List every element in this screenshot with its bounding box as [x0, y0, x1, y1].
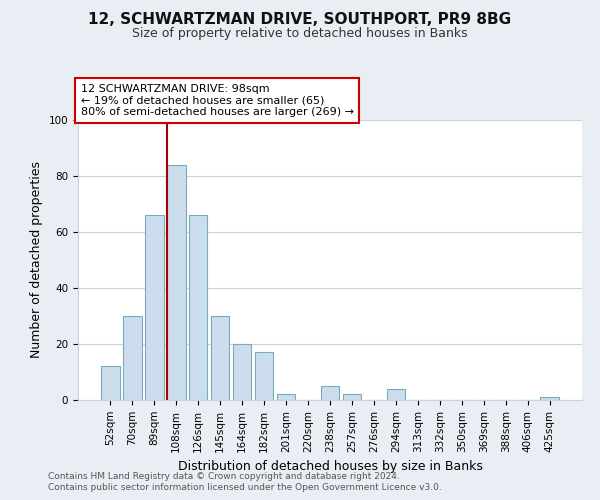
Bar [343, 394, 361, 400]
Bar [101, 366, 119, 400]
Text: 12, SCHWARTZMAN DRIVE, SOUTHPORT, PR9 8BG: 12, SCHWARTZMAN DRIVE, SOUTHPORT, PR9 8B… [88, 12, 512, 28]
Bar [211, 316, 229, 400]
Bar [277, 394, 295, 400]
Bar [541, 397, 559, 400]
Bar [255, 352, 274, 400]
Bar [145, 215, 164, 400]
Text: Size of property relative to detached houses in Banks: Size of property relative to detached ho… [132, 28, 468, 40]
Bar [386, 389, 405, 400]
Text: Contains HM Land Registry data © Crown copyright and database right 2024.: Contains HM Land Registry data © Crown c… [48, 472, 400, 481]
Y-axis label: Number of detached properties: Number of detached properties [30, 162, 43, 358]
Bar [189, 215, 208, 400]
Bar [123, 316, 142, 400]
X-axis label: Distribution of detached houses by size in Banks: Distribution of detached houses by size … [178, 460, 482, 473]
Bar [320, 386, 340, 400]
Text: Contains public sector information licensed under the Open Government Licence v3: Contains public sector information licen… [48, 484, 442, 492]
Bar [167, 165, 185, 400]
Bar [233, 344, 251, 400]
Text: 12 SCHWARTZMAN DRIVE: 98sqm
← 19% of detached houses are smaller (65)
80% of sem: 12 SCHWARTZMAN DRIVE: 98sqm ← 19% of det… [80, 84, 353, 117]
